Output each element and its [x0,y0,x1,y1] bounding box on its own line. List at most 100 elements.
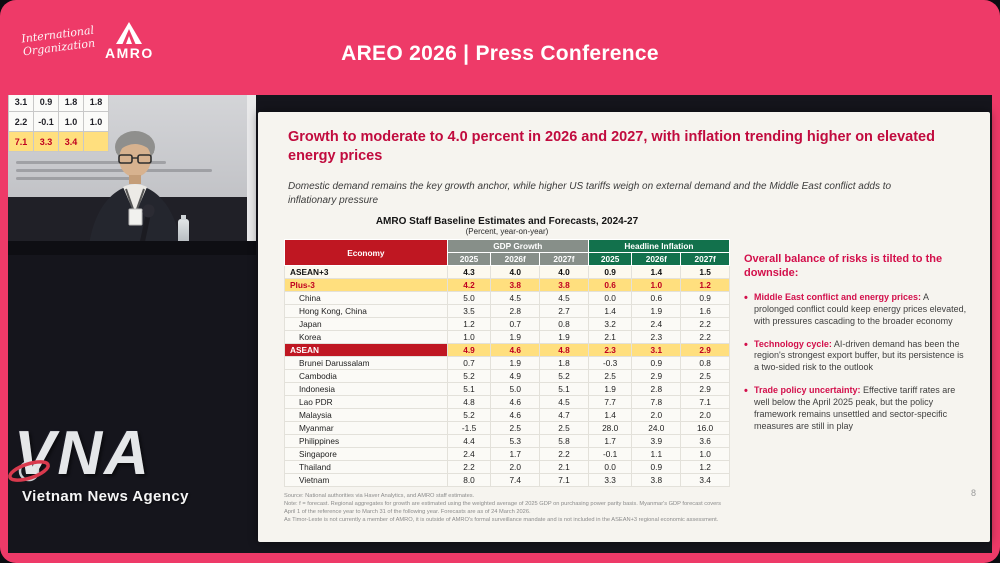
projected-cell: -0.1 [33,111,59,132]
value-cell: 7.1 [539,473,589,487]
footnote-line: As Timor-Leste is not currently a member… [284,516,719,523]
projected-table: 3.1 0.9 1.8 1.8 2.2 -0.1 1.0 1.0 7.1 3.3 3.4 [8,95,109,152]
footnote-line: Note: f = forecast. Regional aggregates … [284,500,721,515]
economy-cell: Cambodia [284,369,448,383]
table-row-brunei-darussalam: Brunei Darussalam 0.7 1.9 1.8 -0.3 0.9 0.8 [284,356,730,370]
value-cell: 2.8 [631,382,682,396]
value-cell: 3.4 [680,473,730,487]
value-cell: 0.8 [680,356,730,370]
header-row-groups: Economy GDP Growth Headline Inflation [284,239,731,266]
table-row-plus-3: Plus-3 4.2 3.8 3.8 0.6 1.0 1.2 [284,278,730,292]
forecast-table: Economy GDP Growth Headline Inflation 20… [284,239,731,487]
value-cell: 5.2 [539,369,589,383]
blurred-text-line [16,177,136,180]
speaker-video[interactable]: 3.1 0.9 1.8 1.8 2.2 -0.1 1.0 1.0 7.1 3.3 3.4 [8,95,256,255]
vna-watermark: VNA Vietnam News Agency [8,423,244,505]
value-cell: 2.3 [587,343,633,357]
value-cell: 4.9 [446,343,492,357]
risk-bullet: Middle East conflict and energy prices: … [744,291,970,328]
value-cell: 2.0 [680,408,730,422]
economy-cell: China [284,291,448,305]
value-cell: 1.9 [539,330,589,344]
table-row-korea: Korea 1.0 1.9 1.9 2.1 2.3 2.2 [284,330,730,344]
footnotes: Source: National authorities via Haver A… [284,493,730,525]
blurred-text-line [16,161,166,164]
value-cell: 1.9 [490,330,541,344]
value-cell: 1.1 [631,447,682,461]
economy-cell: Indonesia [284,382,448,396]
value-cell: 3.8 [631,473,682,487]
value-cell: 4.8 [539,343,589,357]
value-cell: 2.5 [587,369,633,383]
economy-cell: Malaysia [284,408,448,422]
value-cell: 2.4 [446,447,492,461]
slide-title: Growth to moderate to 4.0 percent in 202… [288,129,935,164]
economy-cell: Brunei Darussalam [284,356,448,370]
value-cell: -1.5 [446,421,492,435]
amro-logo-mark-wrap: AMRO [105,22,154,61]
table-unit-note: (Percent, year-on-year) [465,227,549,236]
value-cell: 0.9 [680,291,730,305]
value-cell: 2.1 [587,330,633,344]
risk-text: AI-driven demand has been the region's s… [754,338,964,373]
value-cell: 1.2 [680,460,730,474]
value-cell: 1.0 [446,330,492,344]
value-cell: 4.5 [539,395,589,409]
projected-cell: 3.1 [8,95,34,112]
value-cell: 3.6 [680,434,730,448]
economy-cell: Japan [284,317,448,331]
economy-cell: Lao PDR [284,395,448,409]
projected-cell: 3.4 [58,131,84,152]
value-cell: 7.1 [680,395,730,409]
value-cell: 4.5 [490,291,541,305]
value-cell: 4.9 [490,369,541,383]
year-header: 2026f [490,252,541,266]
value-cell: 4.7 [539,408,589,422]
value-cell: 5.3 [490,434,541,448]
value-cell: 2.0 [490,460,541,474]
value-cell: 24.0 [631,421,682,435]
value-cell: 2.9 [680,382,730,396]
value-cell: 8.0 [446,473,492,487]
value-cell: 4.6 [490,395,541,409]
slide-subtitle: Domestic demand remains the key growth a… [288,181,892,206]
year-header: 2026f [631,252,682,266]
value-cell: 3.9 [631,434,682,448]
year-header: 2025 [446,252,492,266]
table-row-china: China 5.0 4.5 4.5 0.0 0.6 0.9 [284,291,730,305]
table-row-cambodia: Cambodia 5.2 4.9 5.2 2.5 2.9 2.5 [284,369,730,383]
blurred-text-line [16,169,212,172]
table-row-myanmar: Myanmar -1.5 2.5 2.5 28.0 24.0 16.0 [284,421,730,435]
desk [8,241,256,255]
value-cell: 5.0 [446,291,492,305]
value-cell: 3.1 [631,343,682,357]
value-cell: 2.7 [539,304,589,318]
economy-cell: Plus-3 [284,278,448,292]
value-cell: 5.1 [446,382,492,396]
economy-cell: Vietnam [284,473,448,487]
value-cell: 0.0 [587,460,633,474]
value-cell: 2.5 [490,421,541,435]
table-title: AMRO Staff Baseline Estimates and Foreca… [375,216,639,227]
table-row-lao-pdr: Lao PDR 4.8 4.6 4.5 7.7 7.8 7.1 [284,395,730,409]
table-row-asean-3: ASEAN+3 4.3 4.0 4.0 0.9 1.4 1.5 [284,265,730,279]
content-area: 3.1 0.9 1.8 1.8 2.2 -0.1 1.0 1.0 7.1 3.3 3.4 [8,95,992,553]
risk-list: Middle East conflict and energy prices: … [744,291,970,434]
economy-cell: ASEAN [284,343,448,357]
risk-bullet: Technology cycle: AI-driven demand has b… [744,338,970,375]
value-cell: 5.2 [446,408,492,422]
projected-cell: 2.2 [8,111,34,132]
screen-edge [247,95,256,247]
economy-cell: ASEAN+3 [284,265,448,279]
value-cell: 0.0 [587,291,633,305]
value-cell: 3.8 [490,278,541,292]
value-cell: 2.5 [539,421,589,435]
table-row-asean: ASEAN 4.9 4.6 4.8 2.3 3.1 2.9 [284,343,730,357]
value-cell: -0.1 [587,447,633,461]
value-cell: 0.9 [631,460,682,474]
projected-cell [83,131,109,152]
economy-cell: Philippines [284,434,448,448]
economy-cell: Thailand [284,460,448,474]
value-cell: 4.6 [490,408,541,422]
